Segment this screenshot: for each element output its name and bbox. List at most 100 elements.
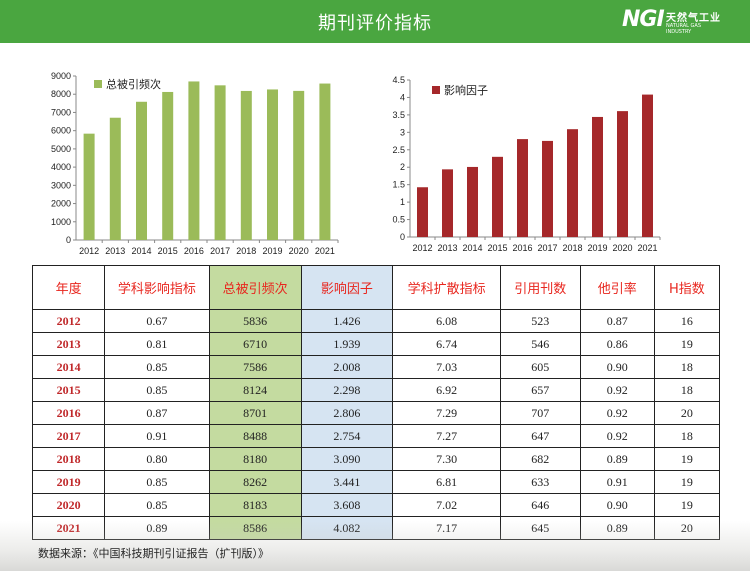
bar-2021 — [642, 94, 653, 237]
column-header: 学科扩散指标 — [392, 265, 501, 310]
bar-2016 — [517, 139, 528, 237]
table-cell: 6.81 — [392, 470, 501, 494]
y-tick-label: 5000 — [51, 144, 71, 154]
table-cell: 8183 — [208, 493, 302, 517]
table-cell: 707 — [499, 401, 581, 425]
table-cell: 20 — [653, 516, 721, 540]
table-cell: 8124 — [208, 378, 302, 402]
y-tick-label: 1000 — [51, 217, 71, 227]
bar-2019 — [592, 116, 603, 237]
table-cell: 8701 — [208, 401, 302, 425]
x-tick-label: 2013 — [437, 243, 457, 253]
column-header: H指数 — [653, 265, 721, 310]
table-cell: 8586 — [208, 516, 302, 540]
table-row: 2019 0.85 8262 3.441 6.81 633 0.91 19 — [31, 470, 721, 494]
table-cell: 682 — [499, 447, 581, 471]
table-cell: 523 — [499, 309, 581, 333]
table-cell: 8180 — [208, 447, 302, 471]
x-tick-label: 2020 — [612, 243, 632, 253]
table-cell: 0.85 — [104, 470, 210, 494]
table-cell: 0.85 — [104, 355, 210, 379]
data-source-note: 数据来源：《中国科技期刊引证报告（扩刊版）》 — [38, 547, 269, 560]
table-cell: 0.89 — [579, 516, 655, 540]
column-header: 引用刊数 — [499, 265, 581, 310]
table-cell: 18 — [653, 378, 721, 402]
table-cell: 6.74 — [392, 332, 501, 356]
table-cell: 2.806 — [300, 401, 394, 425]
x-tick-label: 2021 — [315, 246, 335, 256]
metrics-table: 年度 学科影响指标 总被引频次 影响因子 学科扩散指标 引用刊数 他引率 H指数 2012 0.… — [31, 265, 721, 540]
impact-factor-chart: 0 0.5 1 1.5 2 2.5 3 3.5 4 4.5 2012 2013 2014 2015 2016… — [378, 72, 668, 260]
x-tick-label: 2012 — [412, 243, 432, 253]
table-cell: 2.754 — [300, 424, 394, 448]
y-tick-label: 0.5 — [392, 215, 405, 225]
column-header: 学科影响指标 — [104, 265, 210, 310]
bar-2013 — [109, 117, 121, 240]
bar-2019 — [267, 89, 278, 240]
table-cell: 3.608 — [300, 493, 394, 517]
logo-name-cn: 天然气工业 — [666, 13, 721, 24]
x-tick-label: 2018 — [562, 243, 582, 253]
year-cell: 2019 — [31, 470, 106, 494]
table-row: 2013 0.81 6710 1.939 6.74 546 0.86 19 — [31, 332, 721, 356]
footer-background — [0, 521, 750, 571]
table-cell: 605 — [499, 355, 581, 379]
x-tick-label: 2016 — [184, 246, 204, 256]
table-cell: 20 — [653, 401, 721, 425]
table-cell: 5836 — [208, 309, 302, 333]
table-cell: 7.17 — [392, 516, 501, 540]
table-cell: 0.89 — [104, 516, 210, 540]
logo-name-en: NATURAL GAS INDUSTRY — [666, 23, 702, 35]
x-tick-label: 2018 — [236, 246, 256, 256]
table-header-row: 年度 学科影响指标 总被引频次 影响因子 学科扩散指标 引用刊数 他引率 H指数 — [31, 265, 721, 310]
y-tick-label: 1.5 — [392, 180, 405, 190]
table-cell: 7.27 — [392, 424, 501, 448]
table-cell: 18 — [653, 355, 721, 379]
y-tick-label: 3000 — [51, 180, 71, 190]
y-tick-label: 9000 — [51, 71, 71, 81]
table-cell: 6.92 — [392, 378, 501, 402]
x-tick-label: 2020 — [289, 246, 309, 256]
table-cell: 0.92 — [579, 424, 655, 448]
year-cell: 2016 — [31, 401, 106, 425]
table-cell: 0.80 — [104, 447, 210, 471]
y-tick-label: 1 — [400, 197, 405, 207]
table-cell: 646 — [499, 493, 581, 517]
title-bar: 期刊评价指标 NGI 天然气工业 NATURAL GAS INDUSTRY — [0, 0, 750, 43]
bar-2018 — [567, 129, 578, 237]
bar-2015 — [492, 156, 503, 237]
x-tick-label: 2019 — [262, 246, 282, 256]
year-cell: 2020 — [31, 493, 106, 517]
table-cell: 1.939 — [300, 332, 394, 356]
y-tick-label: 8000 — [51, 89, 71, 99]
bar-2018 — [240, 90, 252, 240]
table-cell: 1.426 — [300, 309, 394, 333]
bar-2016 — [188, 81, 200, 240]
x-tick-label: 2013 — [105, 246, 125, 256]
table-row: 2015 0.85 8124 2.298 6.92 657 0.92 18 — [31, 378, 721, 402]
table-cell: 16 — [653, 309, 721, 333]
table-cell: 633 — [499, 470, 581, 494]
bar-2012 — [417, 187, 428, 237]
table-cell: 3.090 — [300, 447, 394, 471]
bar-2020 — [293, 90, 305, 240]
table-cell: 0.87 — [579, 309, 655, 333]
y-tick-label: 2 — [400, 162, 405, 172]
x-tick-label: 2012 — [79, 246, 99, 256]
y-tick-label: 4000 — [51, 162, 71, 172]
legend-label: 影响因子 — [444, 84, 488, 97]
bar-2015 — [162, 91, 174, 240]
legend-label: 总被引频次 — [106, 77, 161, 91]
table-cell: 18 — [653, 424, 721, 448]
table-row: 2020 0.85 8183 3.608 7.02 646 0.90 19 — [31, 493, 721, 517]
table-cell: 0.67 — [104, 309, 210, 333]
table-cell: 546 — [499, 332, 581, 356]
y-tick-label: 6000 — [51, 126, 71, 136]
column-header: 年度 — [31, 265, 106, 310]
bar-2017 — [542, 140, 553, 237]
table-cell: 19 — [653, 493, 721, 517]
y-tick-label: 0 — [66, 235, 71, 245]
x-tick-label: 2017 — [210, 246, 230, 256]
table-cell: 4.082 — [300, 516, 394, 540]
table-cell: 0.86 — [579, 332, 655, 356]
